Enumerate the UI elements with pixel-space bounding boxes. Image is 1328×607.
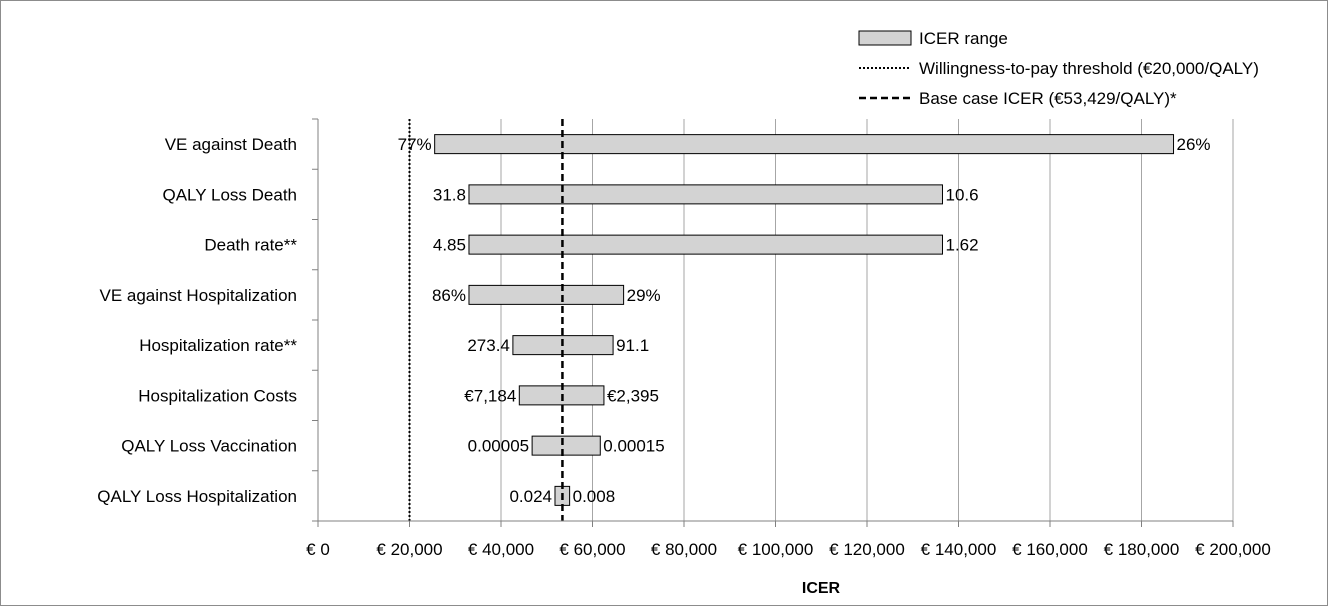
high-value-label: 26% — [1177, 135, 1211, 154]
low-value-label: €7,184 — [464, 386, 516, 405]
category-label: VE against Hospitalization — [99, 286, 297, 305]
icer-range-bar — [468, 284, 625, 305]
reference-lines — [408, 119, 564, 521]
icer-range-bar — [468, 234, 943, 255]
high-value-label: €2,395 — [607, 386, 659, 405]
gridlines — [409, 119, 1234, 521]
icer-range-bar — [468, 184, 943, 205]
low-value-label: 77% — [398, 135, 432, 154]
low-value-label: 31.8 — [433, 185, 466, 204]
low-value-label: 86% — [432, 286, 466, 305]
x-tick-label: € 140,000 — [921, 540, 997, 559]
x-tick-label: € 180,000 — [1104, 540, 1180, 559]
x-tick-label: € 100,000 — [738, 540, 814, 559]
x-tick-label: € 40,000 — [468, 540, 534, 559]
labels: € 0 € 20,000 € 40,000 € 60,000 € 80,000 € 100… — [97, 135, 1271, 559]
high-value-label: 10.6 — [945, 185, 978, 204]
x-tick-label: € 160,000 — [1012, 540, 1088, 559]
category-label: Hospitalization rate** — [139, 336, 297, 355]
legend-entry-label: Willingness-to-pay threshold (€20,000/QA… — [919, 59, 1259, 78]
icer-range-bar — [434, 134, 1175, 155]
category-label: QALY Loss Death — [162, 185, 297, 204]
low-value-label: 4.85 — [433, 236, 466, 255]
x-tick-label: € 20,000 — [376, 540, 442, 559]
low-value-label: 0.00005 — [468, 437, 529, 456]
x-tick-label: € 0 — [306, 540, 330, 559]
legend-swatch-icer-range — [858, 30, 912, 46]
low-value-label: 273.4 — [467, 336, 510, 355]
category-label: QALY Loss Hospitalization — [97, 487, 297, 506]
axes — [312, 118, 1234, 527]
high-value-label: 0.00015 — [603, 437, 664, 456]
category-label: Hospitalization Costs — [138, 386, 297, 405]
x-tick-label: € 80,000 — [651, 540, 717, 559]
bars — [434, 134, 1175, 506]
category-label: QALY Loss Vaccination — [121, 437, 297, 456]
icer-range-bar — [531, 435, 601, 456]
high-value-label: 0.008 — [573, 487, 616, 506]
legend-entry-label: Base case ICER (€53,429/QALY)* — [919, 89, 1177, 108]
x-tick-label: € 200,000 — [1195, 540, 1271, 559]
legend: ICER range Willingness-to-pay threshold (… — [858, 29, 1259, 108]
x-tick-label: € 120,000 — [829, 540, 905, 559]
high-value-label: 29% — [627, 286, 661, 305]
low-value-label: 0.024 — [509, 487, 552, 506]
x-axis-title: ICER — [802, 580, 841, 597]
category-label: Death rate** — [204, 236, 297, 255]
legend-entry-label: ICER range — [919, 29, 1008, 48]
x-tick-label: € 60,000 — [559, 540, 625, 559]
category-label: VE against Death — [165, 135, 297, 154]
high-value-label: 91.1 — [616, 336, 649, 355]
high-value-label: 1.62 — [945, 236, 978, 255]
